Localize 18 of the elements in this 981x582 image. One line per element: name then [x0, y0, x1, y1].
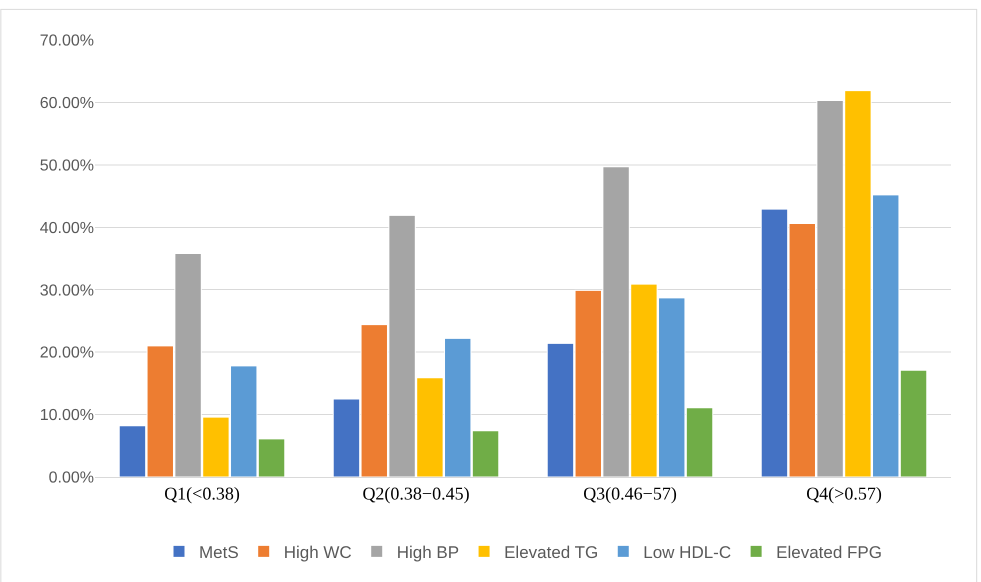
x-tick-label: Q3(0.46−57)	[583, 484, 677, 504]
legend-label: Elevated FPG	[776, 542, 882, 562]
x-tick-label: Q4(>0.57)	[806, 484, 882, 504]
legend-label: High WC	[284, 542, 352, 562]
y-tick-label: 0.00%	[48, 470, 94, 487]
y-tick-label: 20.00%	[40, 344, 94, 362]
legend-label: Low HDL-C	[643, 542, 732, 562]
y-tick-label: 40.00%	[40, 220, 94, 237]
x-tick-label: Q2(0.38−0.45)	[362, 484, 470, 504]
legend-label: MetS	[199, 542, 239, 562]
y-tick-label: 60.00%	[40, 95, 94, 112]
legend-label: High BP	[396, 542, 460, 562]
x-tick-label: Q1(<0.38)	[164, 484, 240, 504]
legend-label: Elevated TG	[504, 542, 598, 562]
y-tick-label: 50.00%	[40, 157, 94, 174]
y-tick-label: 30.00%	[40, 282, 94, 300]
y-tick-label: 70.00%	[40, 32, 94, 50]
y-tick-label: 10.00%	[40, 407, 94, 424]
